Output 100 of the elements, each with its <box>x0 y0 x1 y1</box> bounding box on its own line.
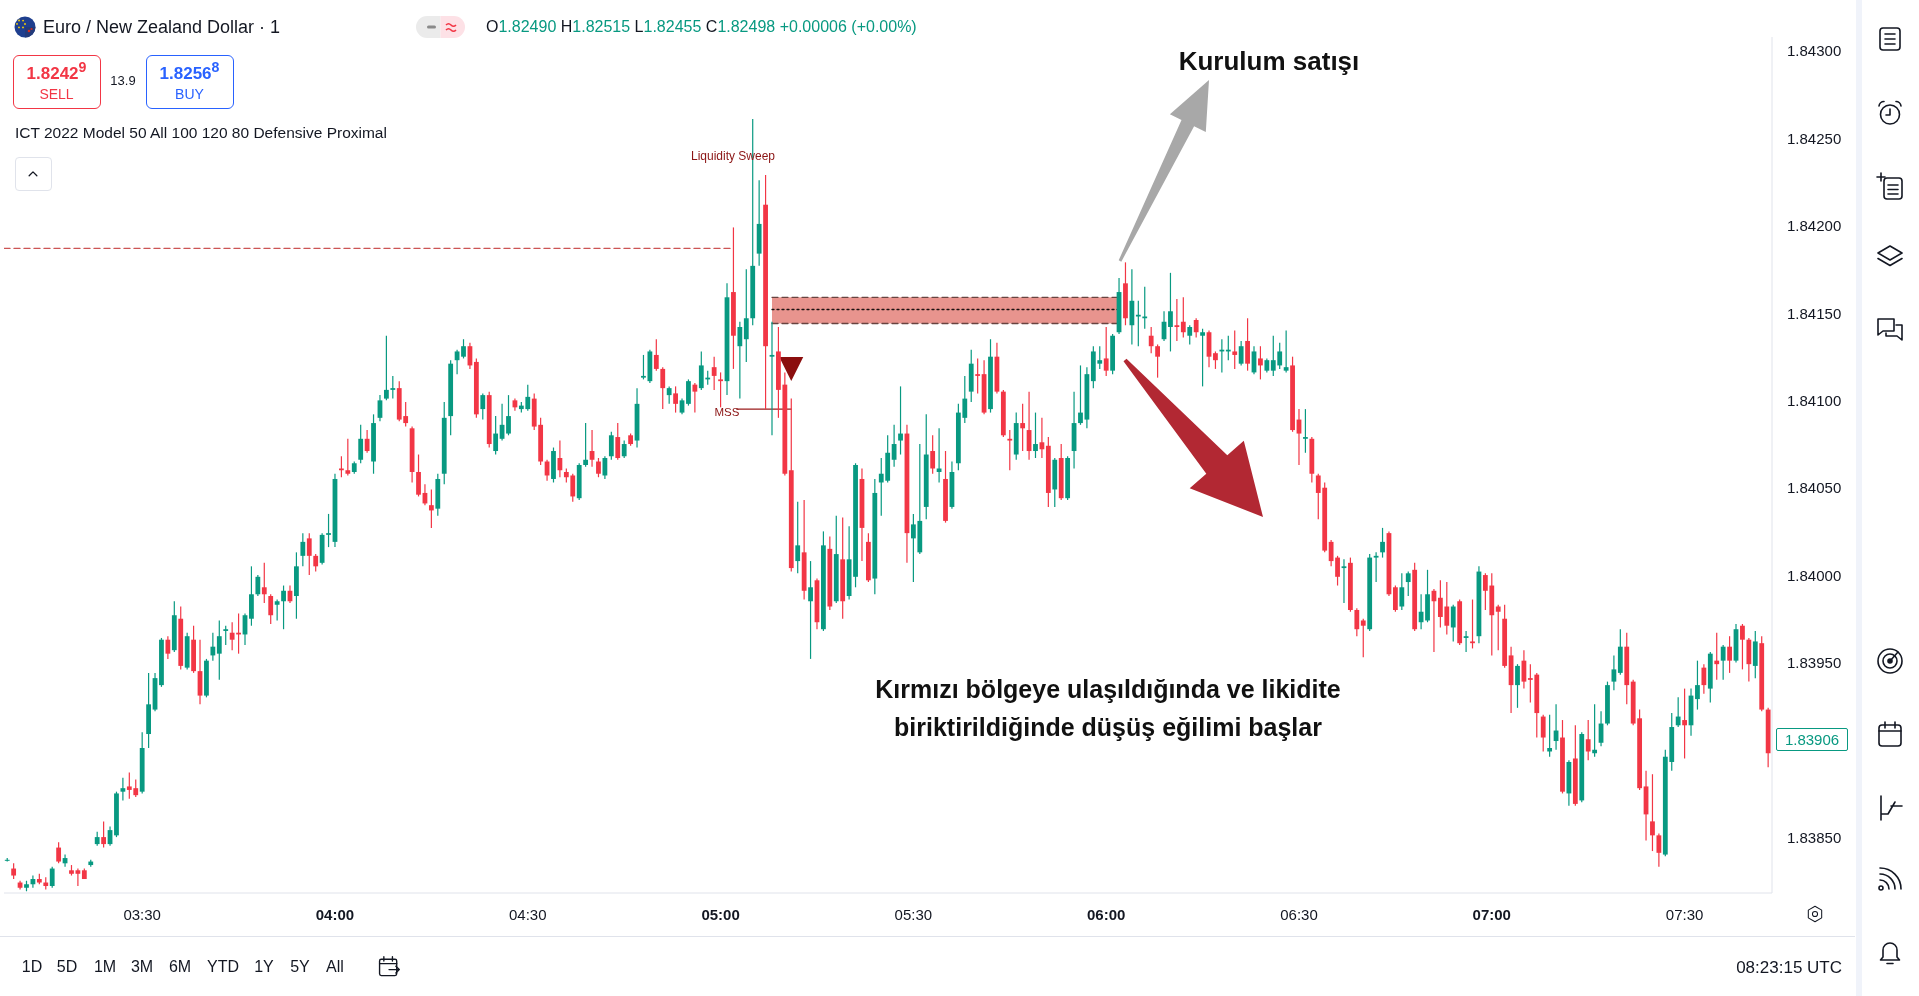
candlestick <box>711 356 717 391</box>
candlestick <box>1283 329 1289 374</box>
x-tick-label: 05:00 <box>701 905 740 923</box>
y-tick-label: 1.84300 <box>1787 42 1842 60</box>
candlestick <box>653 338 659 372</box>
text: 1Y <box>254 958 274 975</box>
x-tick-label: 06:30 <box>1280 905 1318 923</box>
candlestick <box>1238 340 1244 367</box>
candlestick <box>383 335 389 401</box>
candlestick <box>660 366 666 410</box>
y-tick-label: 1.84200 <box>1787 217 1842 235</box>
candlestick <box>1727 635 1732 674</box>
candlestick <box>1148 326 1154 354</box>
candlestick <box>1515 663 1520 709</box>
candlestick <box>743 268 749 363</box>
candlestick <box>255 574 261 597</box>
candlestick <box>1675 696 1681 728</box>
candlestick <box>898 385 903 456</box>
candlestick <box>1470 598 1475 650</box>
candlestick <box>1540 714 1546 753</box>
candlestick <box>1682 688 1687 760</box>
candlestick <box>1193 317 1199 339</box>
candlestick <box>75 867 81 887</box>
candlestick <box>274 598 280 622</box>
candlestick <box>1495 604 1501 651</box>
candlestick <box>101 820 107 849</box>
text: 5D <box>56 958 78 975</box>
x-tick-label: 03:30 <box>123 905 161 923</box>
candlestick <box>506 394 511 436</box>
annotation: MSS <box>714 406 740 419</box>
candlestick <box>1155 343 1160 379</box>
candlestick <box>596 457 601 478</box>
text: 5Y <box>290 958 310 975</box>
text: 6M <box>168 958 192 975</box>
candlestick <box>216 619 222 681</box>
annotation: 13.9 <box>110 72 136 88</box>
candlestick <box>1585 719 1591 761</box>
candlestick <box>1232 329 1238 370</box>
annotation: Kırmızı bölgeye ulaşıldığında ve likidite biriktirildiğinde düşüş eğilimi başlar <box>874 674 1342 743</box>
candlestick <box>737 321 743 400</box>
candlestick <box>428 488 434 529</box>
candlestick <box>1360 618 1366 658</box>
text: 3M <box>130 958 154 975</box>
x-tick-label: 06:00 <box>1087 905 1126 923</box>
candlestick <box>1200 328 1205 387</box>
candlestick <box>615 422 621 461</box>
y-tick-label: 1.84000 <box>1787 566 1842 584</box>
candlestick <box>1463 630 1469 653</box>
candlestick <box>795 501 801 574</box>
candlestick <box>281 584 286 630</box>
candlestick <box>1392 584 1398 613</box>
annotation: SELL <box>39 86 74 102</box>
candlestick <box>1405 570 1411 597</box>
candlestick <box>364 429 370 454</box>
candlestick <box>268 593 274 625</box>
annotation: Kurulum satışı <box>1178 46 1360 76</box>
candlestick <box>210 632 216 662</box>
candlestick <box>1103 326 1109 377</box>
candlestick <box>1135 300 1141 347</box>
text: 1.83906 <box>1784 730 1840 748</box>
y-tick-label: 1.84050 <box>1787 479 1842 497</box>
y-tick-label: 1.84100 <box>1787 391 1842 409</box>
candlestick <box>936 427 942 484</box>
candlestick <box>1007 429 1013 471</box>
candlestick <box>261 562 267 604</box>
candlestick <box>306 532 312 576</box>
x-tick-label: 04:30 <box>509 905 547 923</box>
text: O1.82490 H1.82515 L1.82455 C1.82498 +0.00006 (+0.00%) <box>486 18 917 35</box>
x-tick-label: 07:00 <box>1472 905 1511 923</box>
candlestick <box>1020 403 1026 452</box>
candlestick <box>1720 644 1726 681</box>
candlestick <box>1695 660 1700 711</box>
candlestick <box>300 532 306 567</box>
candlestick <box>390 375 396 400</box>
candlestick <box>1701 663 1707 695</box>
candlestick <box>120 777 126 802</box>
candlestick <box>461 338 466 360</box>
candlestick <box>769 321 775 436</box>
text: 08:23:15 UTC <box>1736 957 1842 977</box>
candlestick <box>1354 607 1360 637</box>
candlestick <box>1033 411 1038 459</box>
candlestick <box>1180 296 1186 339</box>
candlestick <box>1303 408 1308 454</box>
candlestick <box>718 371 723 408</box>
candlestick <box>808 560 813 660</box>
candlestick <box>480 392 486 421</box>
candlestick <box>1450 604 1456 643</box>
candlestick <box>583 422 589 468</box>
annotation: BUY <box>175 86 204 102</box>
annotation: 1.8242$^{9}$ <box>26 59 87 83</box>
candlestick <box>1258 345 1263 380</box>
candlestick <box>358 424 364 464</box>
candlestick <box>686 378 691 407</box>
candlestick <box>326 513 331 548</box>
candlestick <box>1174 298 1180 342</box>
chart-title: Euro / New Zealand Dollar · 1 <box>43 17 281 37</box>
candlestick <box>891 424 897 468</box>
candlestick <box>673 385 678 414</box>
candlestick <box>1341 558 1347 604</box>
candlestick <box>345 438 351 477</box>
